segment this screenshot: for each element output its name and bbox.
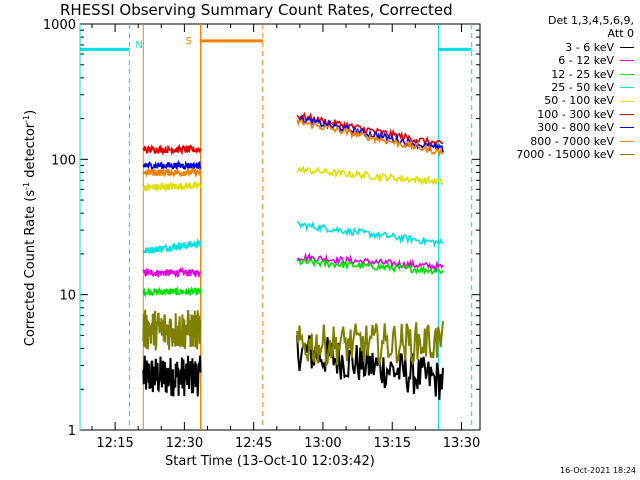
series-line-7000-15000-kev — [142, 309, 202, 351]
night-label: N — [135, 40, 142, 51]
legend-header-attenuator: Att 0 — [607, 27, 634, 41]
legend-entry: 12 - 25 keV — [516, 68, 634, 81]
legend-swatch — [620, 87, 634, 89]
x-tick-label: 13:15 — [374, 436, 411, 451]
legend-entry-label: 100 - 300 keV — [537, 107, 614, 121]
legend-header-detectors: Det 1,3,4,5,6,9, — [547, 14, 634, 27]
series-line-3-6-kev — [142, 355, 202, 397]
legend-entry-label: 3 - 6 keV — [565, 40, 614, 54]
y-tick-label: 1000 — [43, 18, 76, 33]
legend-entry-label: 7000 - 15000 keV — [516, 148, 614, 162]
legend-swatch — [620, 127, 634, 129]
y-tick-label: 10 — [59, 289, 76, 304]
x-tick-label: 12:45 — [235, 436, 272, 451]
series-line-100-300-kev — [142, 143, 202, 157]
legend-entry-label: 800 - 7000 keV — [530, 134, 614, 148]
legend-swatch — [620, 60, 634, 62]
legend-entry: 100 - 300 keV — [516, 108, 634, 121]
legend: Det 1,3,4,5,6,9, Att 0 3 - 6 keV 6 - 12 k… — [516, 14, 634, 161]
legend-swatch — [620, 73, 634, 75]
series-line-300-800-kev — [296, 114, 444, 154]
legend-entry-label: 12 - 25 keV — [551, 67, 614, 81]
series-line-6-12-kev — [142, 266, 202, 279]
x-tick-label: 12:30 — [166, 436, 203, 451]
series-line-3-6-kev — [296, 335, 444, 400]
x-tick-label: 13:00 — [304, 436, 341, 451]
y-axis-label: Corrected Count Rate (s-1 detector-1) — [21, 109, 39, 347]
legend-entry: 3 - 6 keV — [516, 41, 634, 54]
legend-entry-label: 50 - 100 keV — [544, 94, 614, 108]
legend-swatch — [620, 114, 634, 116]
legend-entry: 25 - 50 keV — [516, 81, 634, 94]
series-line-800-7000-kev — [142, 166, 201, 179]
series-line-50-100-kev — [296, 165, 444, 187]
legend-swatch — [620, 140, 634, 142]
x-tick-label: 12:15 — [96, 436, 133, 451]
legend-entry: 300 - 800 keV — [516, 121, 634, 134]
chart-title: RHESSI Observing Summary Count Rates, Co… — [60, 1, 453, 19]
legend-entry: 800 - 7000 keV — [516, 135, 634, 148]
series-line-50-100-kev — [142, 181, 202, 193]
legend-swatch — [620, 100, 634, 102]
y-tick-label: 1 — [68, 424, 76, 439]
legend-entry: 6 - 12 keV — [516, 54, 634, 67]
x-tick-label: 13:30 — [443, 436, 480, 451]
legend-swatch — [620, 154, 634, 156]
series-line-25-50-kev — [296, 220, 444, 248]
legend-swatch — [620, 47, 634, 49]
legend-entry: 7000 - 15000 keV — [516, 148, 634, 161]
x-axis-label: Start Time (13-Oct-10 12:03:42) — [165, 454, 375, 469]
series-line-12-25-kev — [142, 286, 202, 298]
legend-entry-label: 6 - 12 keV — [558, 54, 614, 68]
series-line-300-800-kev — [142, 159, 202, 172]
legend-entry-label: 300 - 800 keV — [537, 121, 614, 135]
series-line-12-25-kev — [296, 257, 444, 276]
series-line-25-50-kev — [142, 237, 202, 254]
timestamp: 16-Oct-2021 18:24 — [560, 466, 636, 475]
series-line-7000-15000-kev — [296, 320, 444, 368]
saa-label: S — [186, 36, 192, 47]
series-line-800-7000-kev — [296, 118, 444, 158]
y-tick-label: 100 — [51, 153, 76, 168]
legend-entry: 50 - 100 keV — [516, 94, 634, 107]
legend-entry-label: 25 - 50 keV — [551, 81, 614, 95]
